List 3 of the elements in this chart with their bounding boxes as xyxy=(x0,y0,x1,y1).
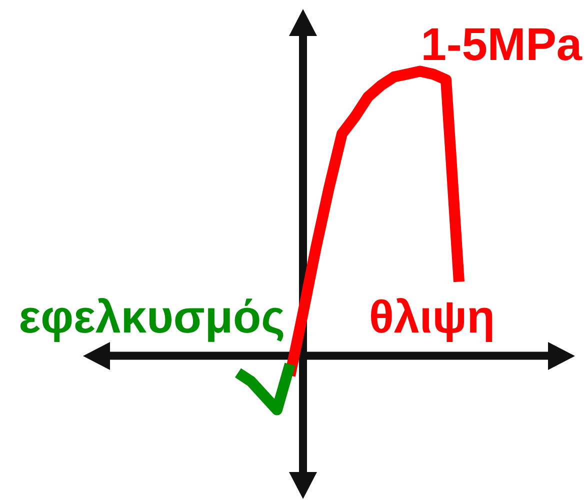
text: 1-5MPa xyxy=(420,18,582,70)
series-label: θλιψη xyxy=(369,290,495,343)
series-label: εφελκυσμός xyxy=(18,290,285,343)
